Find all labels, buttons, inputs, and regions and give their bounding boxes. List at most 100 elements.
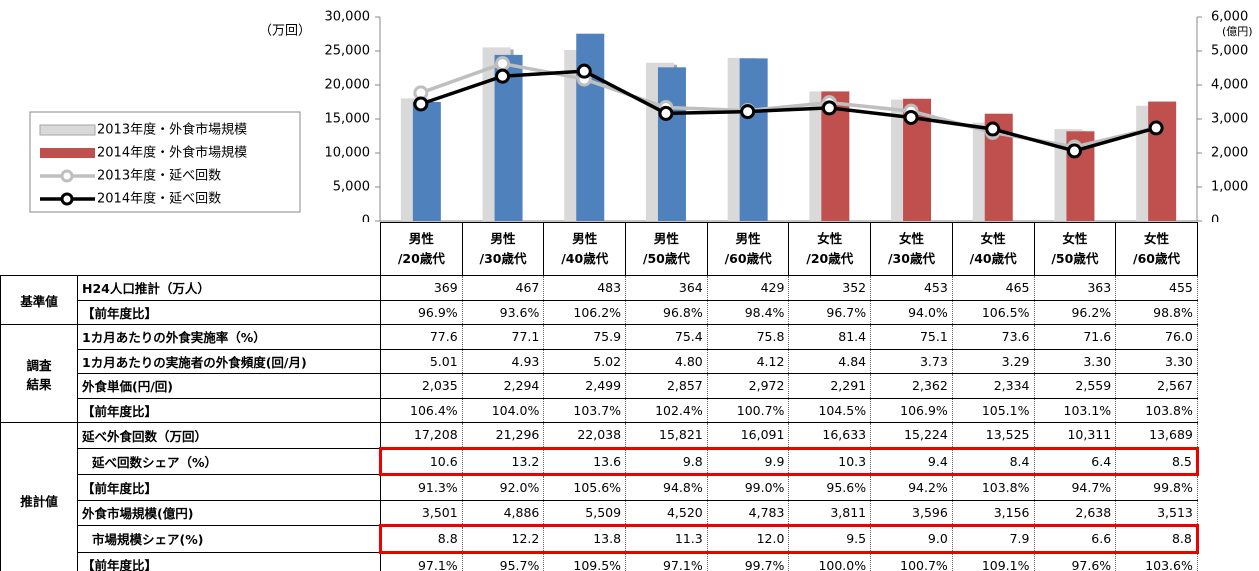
cell: 100.7%: [706, 397, 790, 423]
cell: 2,638: [1033, 499, 1117, 526]
cell: 2,291: [788, 373, 872, 399]
blank: [78, 223, 381, 276]
row-label: 【前年度比】: [77, 397, 381, 423]
cell: 73.6: [951, 324, 1035, 350]
cell: 15,821: [625, 422, 708, 449]
cell: 3.73: [870, 348, 953, 374]
cell: 95.7%: [461, 551, 545, 571]
cell: 13.2: [461, 446, 545, 476]
cell: 17,208: [380, 422, 463, 449]
bar: [576, 33, 605, 221]
cell: 103.8%: [951, 474, 1035, 501]
cell: 15,224: [870, 422, 953, 449]
cell: 93.6%: [461, 299, 545, 325]
bar: [657, 67, 686, 221]
legend-label: 2013年度・延べ回数: [97, 168, 221, 184]
cell: 81.4: [788, 324, 872, 350]
x-tick-label: 男性 /20歳代: [380, 222, 463, 276]
cell: 71.6: [1033, 324, 1117, 350]
x-tick-label: 男性 /50歳代: [625, 222, 708, 276]
cell: 103.8%: [1115, 397, 1198, 423]
cell: 11.3: [625, 524, 708, 554]
table-row: 外食単価(円/回) 2,035 2,294 2,499 2,857 2,972 2,291 2…: [1, 373, 1198, 399]
cell: 5.02: [543, 348, 627, 374]
x-tick-label: 女性 /30歳代: [870, 222, 953, 276]
cell: 352: [788, 275, 872, 301]
cell: 3,513: [1115, 499, 1198, 526]
table-row: 【前年度比】 97.1% 95.7% 109.5% 97.1% 99.7% 100.0% 10…: [1, 551, 1198, 571]
cell: 9.9: [706, 446, 790, 476]
legend-swatch: [40, 148, 95, 158]
cell: 4.12: [706, 348, 790, 374]
cell: 77.6: [380, 324, 463, 350]
data-table: 男性 /20歳代 男性 /30歳代 男性 /40歳代 男性 /50歳代 男性 /60歳代…: [0, 222, 1199, 571]
row-label: 延べ回数シェア（%）: [77, 447, 381, 475]
cell: 3,596: [870, 499, 953, 526]
bar: [412, 101, 441, 221]
cell: 94.8%: [625, 474, 708, 501]
cell: 94.0%: [870, 299, 953, 325]
cell: 99.7%: [706, 551, 790, 571]
marker: [413, 96, 429, 112]
y2-axis-title: (億円): [1222, 25, 1253, 38]
cell: 4.93: [461, 348, 545, 374]
cell: 6.6: [1033, 524, 1117, 554]
cell: 91.3%: [380, 474, 463, 501]
x-tick-label: 女性 /20歳代: [788, 222, 872, 276]
legend-label: 2014年度・外食市場規模: [97, 145, 247, 161]
cell: 12.2: [461, 524, 545, 554]
cell: 4.84: [788, 348, 872, 374]
y-tick-label: 5,000: [333, 180, 370, 195]
cell: 8.8: [379, 524, 463, 554]
table-row: 市場規模シェア(%) 8.8 12.2 13.8 11.3 12.0 9.5 9.0 7.9 6.…: [1, 524, 1199, 554]
table-row: 外食市場規模(億円) 3,501 4,886 5,509 4,520 4,783 3,811…: [1, 499, 1198, 526]
cell: 3,156: [951, 499, 1035, 526]
cell: 9.5: [788, 524, 872, 554]
table-row: 【前年度比】 106.4% 104.0% 103.7% 102.4% 100.7% 104.…: [1, 397, 1198, 423]
cell: 77.1: [461, 324, 545, 350]
marker: [740, 104, 756, 120]
group-label: 推計値: [0, 422, 78, 571]
cell: 105.6%: [543, 474, 627, 501]
cell: 483: [543, 275, 627, 301]
table-row: 1カ月あたりの実施者の外食頻度(回/月) 5.01 4.93 5.02 4.80 4.12…: [1, 348, 1198, 374]
table-row: 【前年度比】 96.9% 93.6% 106.2% 96.8% 98.4% 96.7% 94.…: [1, 299, 1198, 325]
table-row: 調査 結果 1カ月あたりの外食実施率（%） 77.6 77.1 75.9 75.4 75.8…: [0, 324, 1198, 423]
cell: 94.7%: [1033, 474, 1117, 501]
marker: [495, 68, 511, 84]
row-label: 市場規模シェア(%): [77, 525, 381, 553]
legend-marker: [60, 192, 74, 206]
cell: 5.01: [380, 348, 463, 374]
cell: 13.6: [543, 446, 627, 476]
bar: [739, 58, 768, 222]
y2-tick-label: 2,000: [1211, 146, 1248, 161]
row-label: 外食単価(円/回): [77, 373, 381, 399]
cell: 13,525: [951, 422, 1035, 449]
cell: 363: [1033, 275, 1117, 301]
row-label: 延べ外食回数（万回）: [77, 422, 381, 449]
cell: 92.0%: [461, 474, 545, 501]
cell: 3.30: [1115, 348, 1198, 374]
cell: 2,499: [543, 373, 627, 399]
cell: 429: [706, 275, 790, 301]
cell: 2,294: [461, 373, 545, 399]
x-tick-label: 女性 /50歳代: [1033, 222, 1117, 276]
cell: 8.5: [1115, 446, 1199, 476]
cell: 75.4: [625, 324, 708, 350]
cell: 8.8: [1115, 524, 1199, 554]
x-tick-label: 女性 /60歳代: [1115, 222, 1198, 276]
blank: [1, 223, 78, 276]
header-row: 男性 /20歳代 男性 /30歳代 男性 /40歳代 男性 /50歳代 男性 /60歳代…: [1, 222, 1198, 276]
cell: 13,689: [1115, 422, 1198, 449]
cell: 4.80: [625, 348, 708, 374]
cell: 3,501: [380, 499, 463, 526]
group-label: 調査 結果: [0, 324, 78, 423]
y2-tick-label: 4,000: [1211, 78, 1248, 93]
cell: 102.4%: [625, 397, 708, 423]
y-tick-label: 30,000: [325, 10, 371, 25]
cell: 106.5%: [951, 299, 1035, 325]
y2-tick-label: 1,000: [1211, 180, 1248, 195]
y-axis-title: （万回）: [259, 24, 311, 39]
y2-tick-label: 6,000: [1211, 10, 1248, 25]
